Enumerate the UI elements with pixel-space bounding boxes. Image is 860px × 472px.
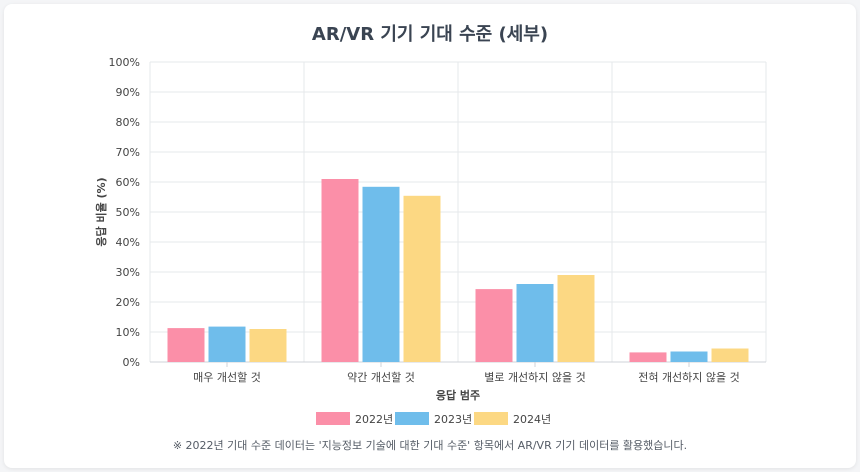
bar-2023년-2 — [516, 284, 554, 362]
bar-2024년-3 — [711, 348, 749, 362]
bar-2023년-0 — [208, 326, 246, 362]
y-tick-label: 100% — [109, 56, 140, 69]
legend-label: 2023년 — [434, 413, 472, 426]
y-tick-label: 50% — [116, 206, 140, 219]
legend-swatch-2022년 — [316, 412, 350, 425]
y-tick-label: 90% — [116, 86, 140, 99]
legend-swatch-2024년 — [474, 412, 508, 425]
x-tick-label: 전혀 개선하지 않을 것 — [638, 370, 740, 384]
y-tick-label: 10% — [116, 326, 140, 339]
x-axis-title: 응답 범주 — [436, 388, 480, 402]
bar-2023년-3 — [670, 351, 708, 362]
y-tick-label: 80% — [116, 116, 140, 129]
bar-2022년-2 — [475, 289, 513, 362]
legend-label: 2022년 — [355, 413, 393, 426]
x-tick-label: 매우 개선할 것 — [193, 371, 261, 384]
bar-2024년-1 — [403, 195, 441, 362]
y-tick-label: 20% — [116, 296, 140, 309]
bar-2022년-1 — [321, 179, 359, 362]
bar-2023년-1 — [362, 186, 400, 362]
footnote: ※ 2022년 기대 수준 데이터는 '지능정보 기술에 대한 기대 수준' 항… — [172, 439, 688, 452]
bar-2024년-0 — [249, 329, 287, 362]
y-tick-label: 60% — [116, 176, 140, 189]
y-tick-label: 70% — [116, 146, 140, 159]
x-tick-label: 별로 개선하지 않을 것 — [484, 370, 586, 384]
bar-2024년-2 — [557, 275, 595, 362]
chart-title: AR/VR 기기 기대 수준 (세부) — [311, 24, 549, 45]
bar-2022년-3 — [629, 352, 667, 362]
legend-swatch-2023년 — [395, 412, 429, 425]
y-tick-label: 30% — [116, 266, 140, 279]
legend-label: 2024년 — [513, 413, 551, 426]
y-tick-label: 0% — [123, 356, 140, 369]
bar-2022년-0 — [167, 328, 205, 362]
y-axis-title: 응답 비율 (%) — [94, 177, 108, 246]
y-tick-label: 40% — [116, 236, 140, 249]
x-tick-label: 약간 개선할 것 — [347, 370, 415, 384]
